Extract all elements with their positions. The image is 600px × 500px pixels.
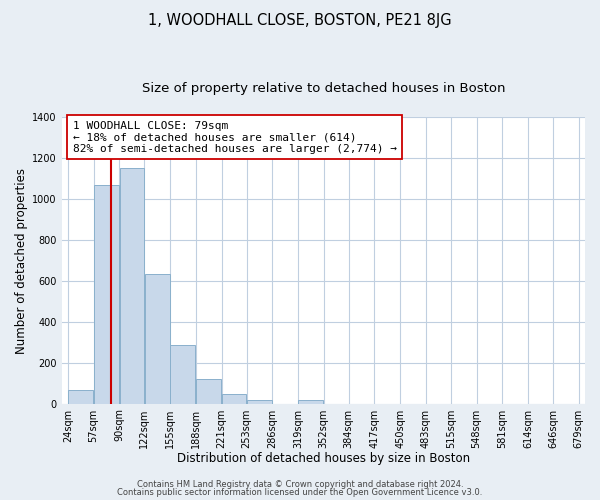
Text: 1, WOODHALL CLOSE, BOSTON, PE21 8JG: 1, WOODHALL CLOSE, BOSTON, PE21 8JG	[148, 12, 452, 28]
Bar	[94, 185, 119, 404]
Bar	[170, 346, 196, 404]
Bar	[222, 394, 246, 404]
Bar	[145, 274, 170, 404]
Text: Contains public sector information licensed under the Open Government Licence v3: Contains public sector information licen…	[118, 488, 482, 497]
Bar	[196, 379, 221, 404]
Bar	[119, 168, 144, 404]
Title: Size of property relative to detached houses in Boston: Size of property relative to detached ho…	[142, 82, 505, 96]
Bar	[247, 400, 272, 404]
Y-axis label: Number of detached properties: Number of detached properties	[15, 168, 28, 354]
Bar	[68, 390, 94, 404]
X-axis label: Distribution of detached houses by size in Boston: Distribution of detached houses by size …	[177, 452, 470, 465]
Text: Contains HM Land Registry data © Crown copyright and database right 2024.: Contains HM Land Registry data © Crown c…	[137, 480, 463, 489]
Text: 1 WOODHALL CLOSE: 79sqm
← 18% of detached houses are smaller (614)
82% of semi-d: 1 WOODHALL CLOSE: 79sqm ← 18% of detache…	[73, 120, 397, 154]
Bar	[298, 400, 323, 404]
